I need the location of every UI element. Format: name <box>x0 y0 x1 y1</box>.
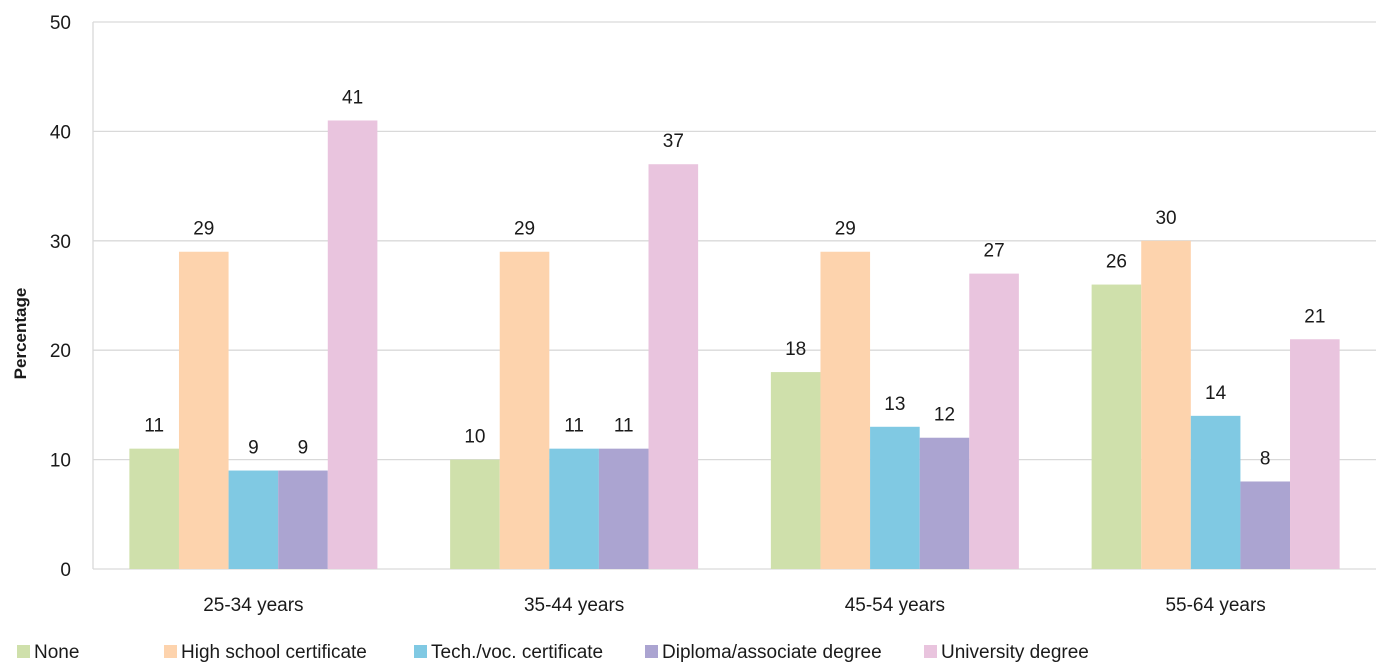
bar-value-label: 27 <box>984 241 1005 262</box>
legend: None High school certificate Tech./voc. ce… <box>17 642 1089 663</box>
bar <box>648 164 699 569</box>
legend-label: University degree <box>941 642 1089 663</box>
legend-label: None <box>34 642 79 663</box>
legend-label: Tech./voc. certificate <box>431 642 603 663</box>
bar-value-label: 12 <box>934 405 955 426</box>
y-tick-label: 10 <box>50 451 71 472</box>
bar-value-label: 18 <box>785 339 806 360</box>
bar <box>1091 284 1142 569</box>
legend-swatch <box>17 645 30 658</box>
legend-swatch <box>164 645 177 658</box>
bar-value-label: 29 <box>835 219 856 240</box>
bar-value-label: 13 <box>884 394 905 415</box>
y-tick-label: 30 <box>50 232 71 253</box>
bar-value-label: 37 <box>663 131 684 152</box>
bar-value-label: 29 <box>514 219 535 240</box>
bar <box>228 470 279 569</box>
bar <box>870 426 920 569</box>
bars <box>129 120 1340 570</box>
bar-value-label: 41 <box>342 87 363 108</box>
bar <box>549 448 599 569</box>
bar-value-label: 11 <box>614 416 634 437</box>
y-axis-title: Percentage <box>11 288 30 380</box>
bar-value-label: 9 <box>298 438 309 459</box>
x-tick-label: 35-44 years <box>524 595 624 616</box>
bar <box>919 437 970 569</box>
bar-value-label: 11 <box>564 416 584 437</box>
x-tick-label: 45-54 years <box>845 595 945 616</box>
legend-swatch <box>645 645 658 658</box>
bar <box>327 120 378 570</box>
y-tick-label: 50 <box>50 13 71 34</box>
bar <box>1190 415 1241 569</box>
bar <box>278 470 328 569</box>
bar-value-label: 30 <box>1155 208 1176 229</box>
bar <box>820 251 871 570</box>
bar-value-label: 8 <box>1260 448 1271 469</box>
y-tick-label: 20 <box>50 341 71 362</box>
bar <box>1290 339 1340 569</box>
legend-swatch <box>924 645 937 658</box>
bar <box>178 251 229 570</box>
bar <box>598 448 649 569</box>
y-tick-label: 40 <box>50 122 71 143</box>
x-tick-label: 55-64 years <box>1165 595 1265 616</box>
bar <box>770 372 821 569</box>
bar <box>450 459 500 569</box>
y-tick-label: 0 <box>60 560 71 581</box>
bar-value-label: 26 <box>1106 252 1127 273</box>
bar <box>1141 240 1191 570</box>
data-labels: 11 29 9 9 41 10 29 11 11 37 18 29 13 12 27 26 30 14 8 21 <box>144 87 1325 469</box>
bar-value-label: 10 <box>464 427 485 448</box>
bar-value-label: 9 <box>248 438 259 459</box>
bar <box>1240 481 1291 569</box>
legend-label: High school certificate <box>181 642 367 663</box>
bar <box>499 251 550 570</box>
bar-value-label: 29 <box>193 219 214 240</box>
x-tick-label: 25-34 years <box>203 595 303 616</box>
axes: 0 10 20 30 40 50 25-34 years 35-44 years 45-54 y… <box>50 13 1376 616</box>
bar <box>129 448 179 569</box>
legend-swatch <box>414 645 427 658</box>
bar-value-label: 21 <box>1304 306 1325 327</box>
legend-label: Diploma/associate degree <box>662 642 882 663</box>
bar <box>969 273 1019 569</box>
bar-value-label: 11 <box>144 416 164 437</box>
bar-value-label: 14 <box>1205 383 1227 404</box>
